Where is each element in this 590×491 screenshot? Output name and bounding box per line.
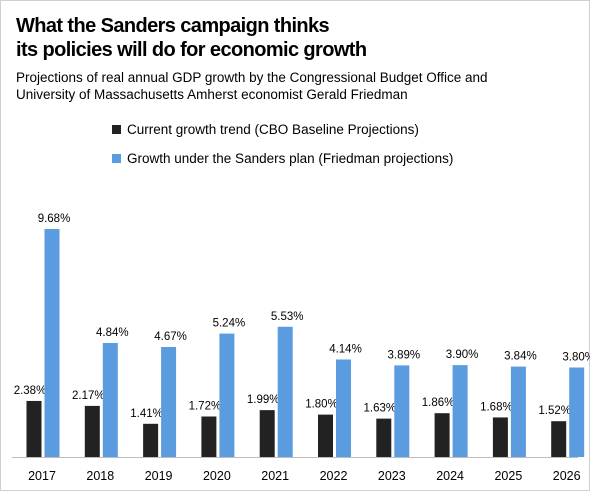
- bar-sanders-2024: [452, 365, 468, 457]
- bar-cbo-2026: [551, 421, 567, 457]
- x-tick-label-2019: 2019: [145, 469, 173, 483]
- x-tick-label-2018: 2018: [86, 469, 114, 483]
- data-label-cbo-2026: 1.52%: [538, 405, 571, 417]
- data-label-sanders-2019: 4.67%: [154, 331, 187, 343]
- bar-cbo-2023: [376, 418, 392, 457]
- data-label-sanders-2026: 3.80%: [562, 352, 590, 364]
- x-tick-label-2026: 2026: [553, 469, 581, 483]
- data-label-cbo-2021: 1.99%: [247, 394, 280, 406]
- data-label-cbo-2020: 1.72%: [189, 400, 222, 412]
- data-label-cbo-2018: 2.17%: [72, 390, 105, 402]
- x-tick-label-2020: 2020: [203, 469, 231, 483]
- bar-cbo-2021: [259, 410, 275, 457]
- legend-label-sanders: Growth under the Sanders plan (Friedman …: [127, 151, 454, 166]
- bar-cbo-2018: [84, 405, 100, 457]
- data-label-sanders-2025: 3.84%: [504, 351, 537, 363]
- bar-cbo-2022: [318, 414, 333, 457]
- bar-cbo-2019: [143, 423, 159, 457]
- bar-sanders-2021: [277, 326, 293, 457]
- data-label-cbo-2022: 1.80%: [305, 399, 338, 411]
- chart-title: What the Sanders campaign thinks its pol…: [16, 14, 576, 62]
- x-tick-label-2023: 2023: [378, 469, 406, 483]
- data-label-sanders-2017: 9.68%: [38, 213, 71, 225]
- x-tick-label-2024: 2024: [436, 469, 464, 483]
- title-line-1: What the Sanders campaign thinks: [16, 15, 330, 37]
- title-line-2: its policies will do for economic growth: [16, 39, 367, 61]
- legend-item-sanders: Growth under the Sanders plan (Friedman …: [112, 151, 453, 166]
- chart-subtitle: Projections of real annual GDP growth by…: [16, 69, 576, 103]
- bar-sanders-2020: [219, 333, 235, 457]
- legend-swatch-cbo: [112, 125, 121, 134]
- x-tick-label-2017: 2017: [28, 469, 56, 483]
- legend-label-cbo: Current growth trend (CBO Baseline Proje…: [127, 122, 419, 137]
- data-label-cbo-2025: 1.68%: [480, 401, 513, 413]
- bar-cbo-2025: [492, 417, 508, 457]
- subtitle-line-1: Projections of real annual GDP growth by…: [16, 70, 488, 85]
- data-label-cbo-2017: 2.38%: [14, 385, 47, 397]
- bar-sanders-2017: [44, 229, 60, 457]
- data-label-sanders-2018: 4.84%: [96, 327, 129, 339]
- data-label-sanders-2020: 5.24%: [213, 318, 246, 330]
- data-label-sanders-2022: 4.14%: [329, 344, 362, 356]
- data-label-sanders-2021: 5.53%: [271, 311, 304, 323]
- bar-cbo-2017: [26, 400, 42, 457]
- bar-sanders-2022: [336, 359, 351, 457]
- data-label-cbo-2019: 1.41%: [130, 408, 163, 420]
- bar-sanders-2023: [394, 365, 410, 457]
- bar-cbo-2024: [434, 413, 450, 457]
- x-tick-label-2025: 2025: [494, 469, 522, 483]
- bar-sanders-2019: [161, 347, 177, 457]
- subtitle-line-2: University of Massachusetts Amherst econ…: [16, 87, 408, 102]
- bar-cbo-2020: [201, 416, 217, 457]
- bar-sanders-2018: [102, 343, 118, 457]
- data-label-cbo-2024: 1.86%: [422, 397, 455, 409]
- data-label-cbo-2023: 1.63%: [363, 403, 396, 415]
- data-label-sanders-2024: 3.90%: [446, 349, 479, 361]
- bar-sanders-2026: [569, 367, 585, 457]
- legend-item-cbo: Current growth trend (CBO Baseline Proje…: [112, 122, 419, 137]
- x-tick-label-2021: 2021: [261, 469, 289, 483]
- bar-sanders-2025: [510, 366, 526, 457]
- legend-swatch-sanders: [112, 154, 121, 163]
- x-tick-label-2022: 2022: [320, 469, 348, 483]
- data-label-sanders-2023: 3.89%: [387, 349, 420, 361]
